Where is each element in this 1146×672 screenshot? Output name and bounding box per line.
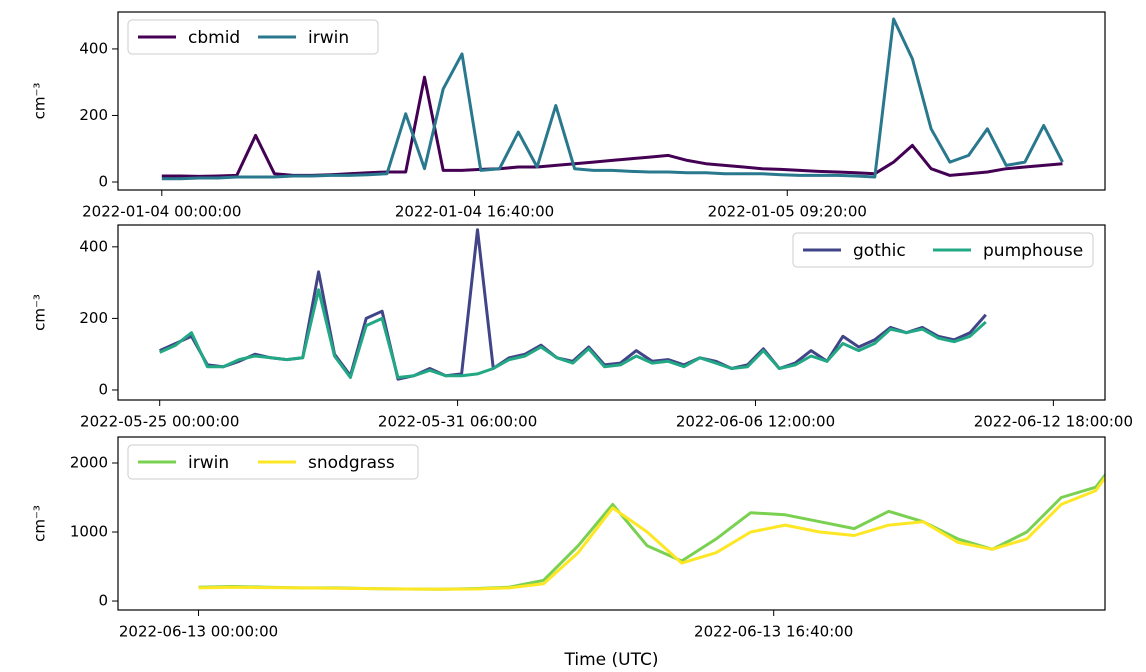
x-tick-label: 2022-01-05 09:20:00 [708, 203, 867, 221]
legend-label: gothic [853, 241, 906, 261]
x-tick-label: 2022-01-04 16:40:00 [395, 203, 554, 221]
x-tick-label: 2022-05-25 00:00:00 [80, 413, 239, 431]
series-line [161, 75, 1063, 178]
axes-frame [117, 436, 1106, 611]
legend-label: irwin [308, 28, 349, 48]
subplot: 0 1000 2000 2022-06-13 00:00:00 2022-06-13 1… [31, 436, 1106, 670]
y-axis-label: cm⁻³ [31, 83, 49, 120]
y-tick-label: 400 [79, 39, 108, 57]
y-tick-label: 0 [98, 592, 108, 610]
y-tick-label: 0 [98, 173, 108, 191]
y-axis-label: cm⁻³ [31, 505, 49, 542]
legend: cbmid irwin [127, 19, 379, 55]
axes-frame [117, 11, 1106, 191]
legend-label: irwin [188, 453, 229, 473]
subplot: 0 200 400 2022-05-25 00:00:00 2022-05-31 06:… [31, 224, 1133, 431]
series-line [161, 17, 1064, 181]
x-tick-label: 2022-06-06 12:00:00 [676, 413, 835, 431]
y-tick-label: 200 [79, 309, 108, 327]
legend-label: snodgrass [308, 453, 395, 473]
y-tick-label: 1000 [70, 523, 108, 541]
x-tick-label: 2022-05-31 06:00:00 [378, 413, 537, 431]
x-axis-label: Time (UTC) [564, 650, 659, 670]
y-tick-label: 200 [79, 106, 108, 124]
y-tick-label: 2000 [70, 454, 108, 472]
axes-frame [117, 224, 1106, 401]
legend-label: cbmid [188, 28, 240, 48]
y-tick-label: 0 [98, 380, 108, 398]
x-tick-label: 2022-01-04 00:00:00 [82, 203, 241, 221]
series-line [198, 475, 1105, 591]
x-tick-label: 2022-06-12 18:00:00 [974, 413, 1133, 431]
legend: irwin snodgrass [127, 444, 419, 480]
x-tick-label: 2022-06-13 00:00:00 [119, 623, 278, 641]
legend-frame [127, 19, 379, 55]
legend: gothic pumphouse [792, 232, 1094, 268]
x-tick-label: 2022-06-13 16:40:00 [694, 623, 853, 641]
y-axis-label: cm⁻³ [31, 294, 49, 331]
legend-label: pumphouse [983, 241, 1083, 261]
subplot: 0 200 400 2022-01-04 00:00:00 2022-01-04 16:… [31, 11, 1106, 221]
series-line [159, 288, 987, 379]
y-tick-label: 400 [79, 237, 108, 255]
